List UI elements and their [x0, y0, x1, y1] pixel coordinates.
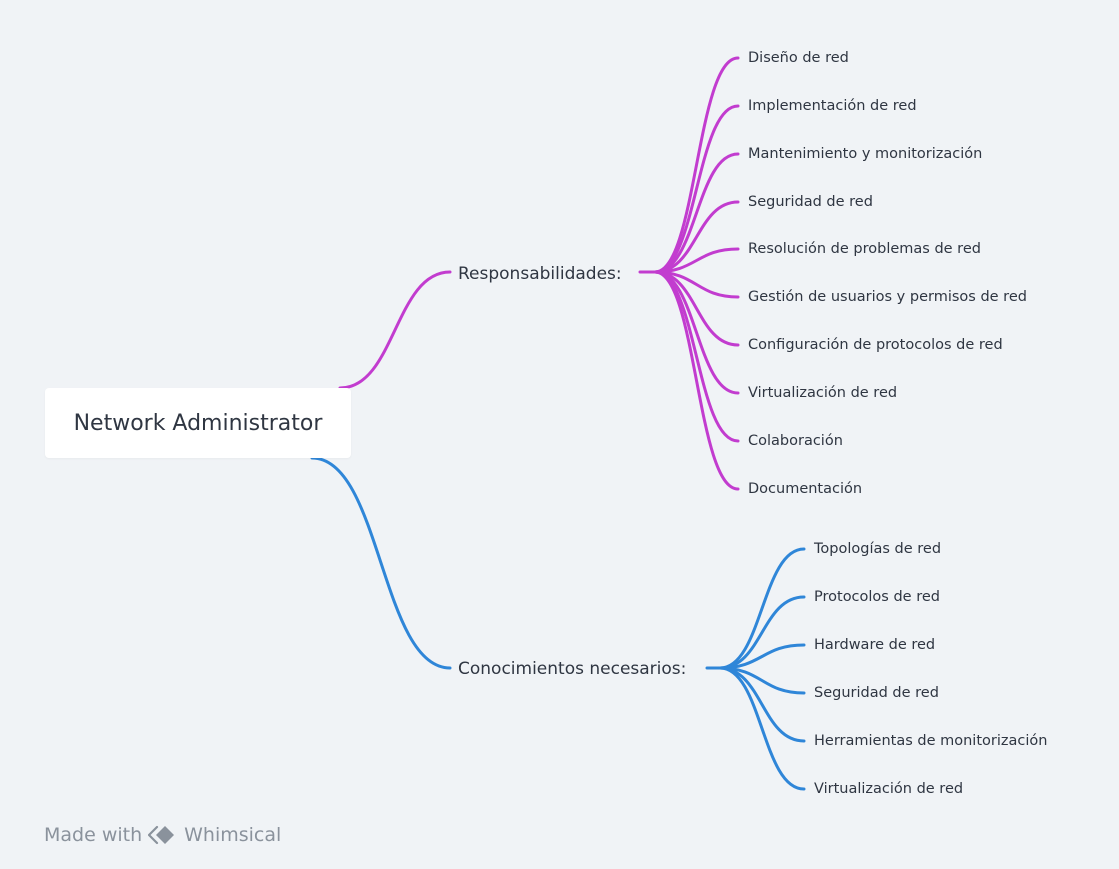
leaf-node[interactable]: Seguridad de red: [748, 194, 873, 210]
leaf-node[interactable]: Documentación: [748, 481, 863, 497]
leaf-node[interactable]: Configuración de protocolos de red: [748, 337, 1003, 353]
leaf-node[interactable]: Seguridad de red: [814, 685, 939, 701]
connector-leaf: [718, 547, 806, 670]
leaf-node[interactable]: Herramientas de monitorización: [814, 733, 1048, 749]
made-with-whimsical-footer[interactable]: Made with Whimsical: [44, 822, 281, 848]
connector-leaf: [653, 270, 740, 491]
leaf-node[interactable]: Hardware de red: [814, 637, 936, 653]
root-node-label: Network Administrator: [73, 410, 323, 436]
connector-leaf: [718, 595, 806, 670]
connector-leaf: [653, 56, 740, 274]
leaf-node[interactable]: Mantenimiento y monitorización: [748, 146, 983, 162]
whimsical-logo-icon: [148, 825, 175, 845]
whimsical-brand-label: Whimsical: [184, 824, 282, 846]
leaf-node[interactable]: Protocolos de red: [814, 589, 940, 605]
connector-leaf: [653, 247, 740, 274]
leaf-node[interactable]: Gestión de usuarios y permisos de red: [748, 289, 1027, 305]
connector-leaf: [718, 666, 806, 791]
branch-node-conocimientos[interactable]: Conocimientos necesarios:: [458, 659, 687, 679]
leaf-node[interactable]: Diseño de red: [748, 50, 849, 66]
leaf-node[interactable]: Implementación de red: [748, 98, 917, 114]
connector-root-conocimientos: [310, 456, 452, 670]
leaf-node[interactable]: Topologías de red: [814, 541, 942, 557]
root-node[interactable]: Network Administrator: [45, 388, 351, 458]
leaf-node[interactable]: Resolución de problemas de red: [748, 241, 981, 257]
connector-leaf: [653, 200, 740, 274]
leaf-node[interactable]: Colaboración: [748, 433, 843, 449]
connector-leaf: [718, 643, 806, 670]
connector-root-responsabilidades: [338, 270, 452, 390]
leaf-node[interactable]: Virtualización de red: [814, 781, 964, 797]
branch-node-responsabilidades[interactable]: Responsabilidades:: [458, 264, 622, 284]
connector-leaf: [653, 152, 740, 274]
leaf-node[interactable]: Virtualización de red: [748, 385, 898, 401]
made-with-label: Made with: [44, 824, 143, 846]
connector-leaf: [653, 104, 740, 274]
